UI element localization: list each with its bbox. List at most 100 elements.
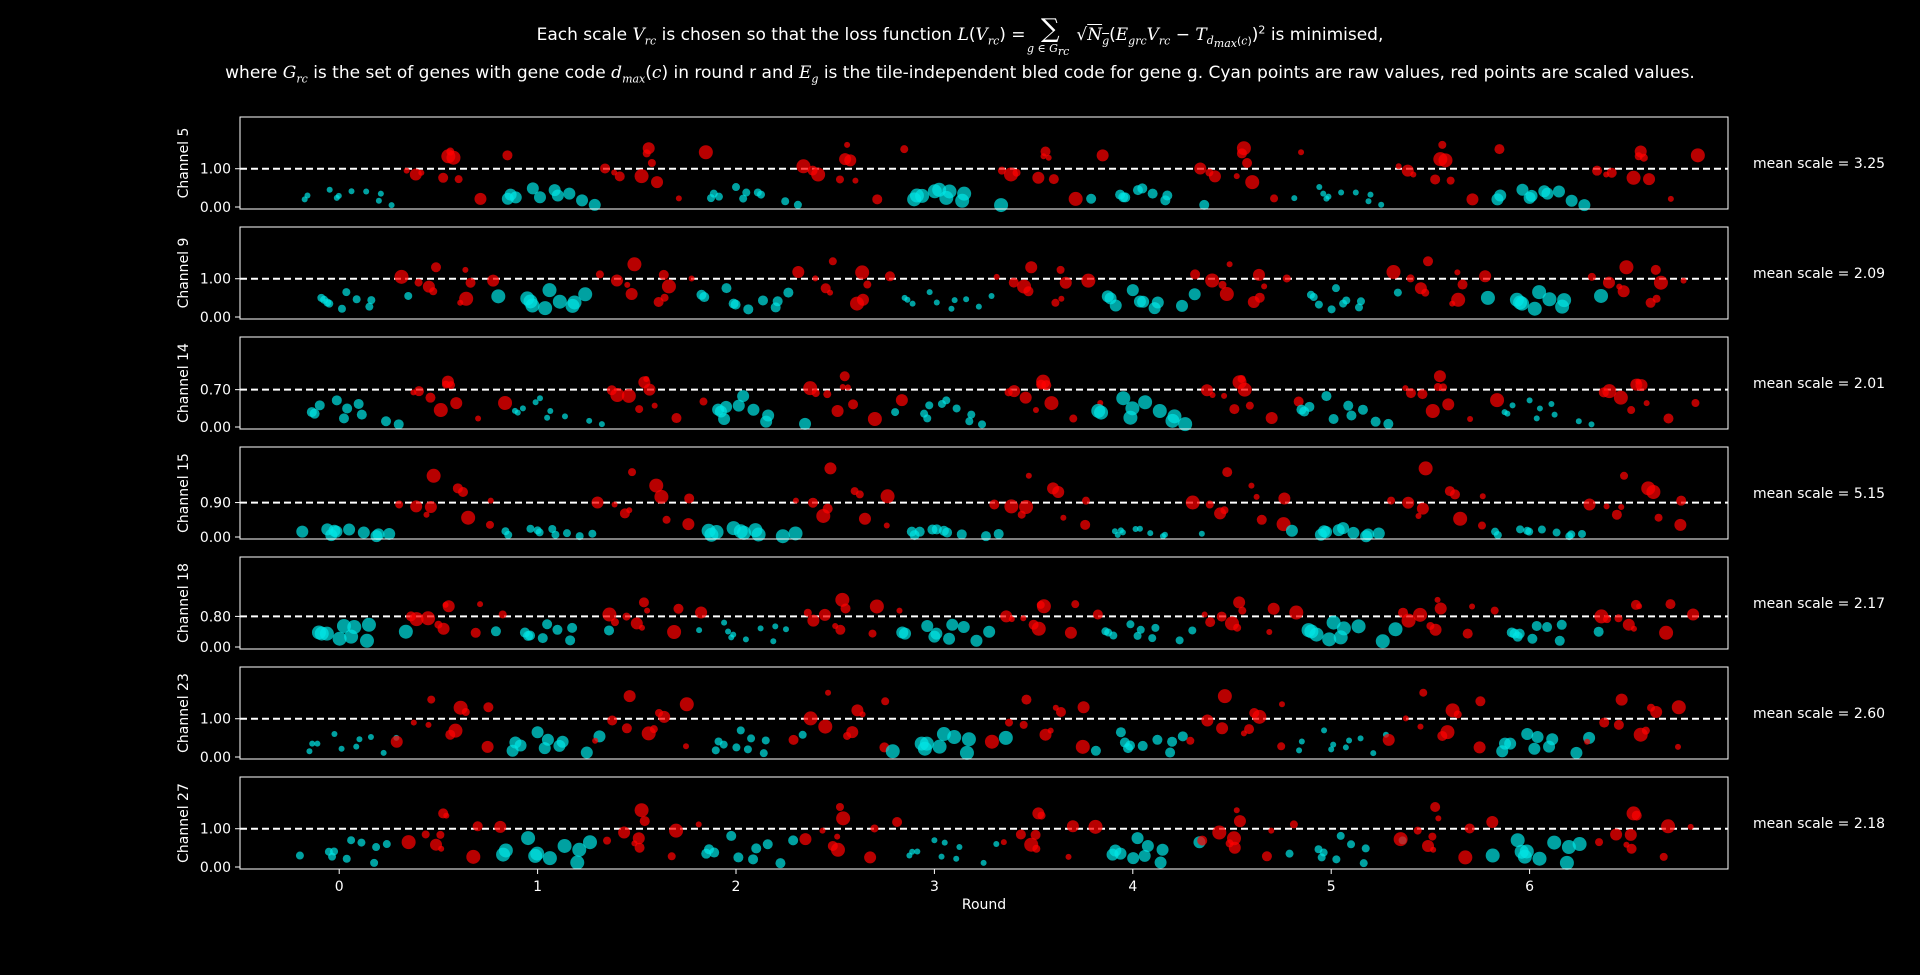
scaled-point: [1036, 379, 1047, 390]
scaled-point: [502, 150, 513, 161]
scaled-point: [1081, 496, 1090, 505]
scaled-point: [1032, 844, 1041, 853]
raw-point: [388, 202, 395, 209]
y-tick-label: 1.00: [200, 712, 231, 728]
scaled-point: [1479, 493, 1486, 500]
scaled-point: [442, 601, 449, 608]
raw-point: [730, 299, 741, 310]
raw-point: [1162, 190, 1173, 201]
scaled-point: [1077, 701, 1090, 714]
raw-point: [357, 838, 366, 847]
scaled-point: [863, 280, 872, 289]
scaled-point: [1473, 741, 1486, 754]
panel-frame: [239, 336, 1729, 430]
raw-point: [770, 638, 777, 645]
scaled-point: [1059, 276, 1072, 289]
raw-point: [1531, 731, 1544, 744]
scaled-point: [1446, 176, 1455, 185]
raw-point: [719, 740, 728, 749]
raw-point: [1132, 526, 1139, 533]
scaled-point: [1413, 826, 1422, 835]
raw-point: [377, 190, 384, 197]
scaled-point: [883, 522, 890, 529]
raw-point: [525, 298, 540, 313]
raw-point: [782, 626, 789, 633]
raw-point: [526, 182, 539, 195]
raw-point: [1109, 631, 1118, 640]
scaled-point: [1252, 268, 1265, 281]
raw-point: [567, 622, 578, 633]
raw-point: [761, 736, 770, 745]
raw-point: [1557, 293, 1572, 308]
raw-point: [736, 726, 745, 735]
panel-channel-14: 0.00 0.70 Channel 14 mean scale = 2.01: [176, 336, 1885, 436]
scaled-point: [1229, 404, 1240, 415]
raw-point: [1106, 848, 1119, 861]
x-tick-label: 0: [335, 879, 344, 895]
scaled-point: [1031, 621, 1046, 636]
scaled-point: [884, 271, 895, 282]
raw-point: [535, 528, 544, 537]
raw-point: [519, 405, 526, 412]
raw-point: [901, 294, 908, 301]
scaled-point: [1423, 256, 1434, 267]
raw-point: [885, 744, 900, 759]
scaled-point: [880, 489, 895, 504]
raw-point: [1347, 840, 1356, 849]
scaled-point: [803, 711, 818, 726]
raw-point: [544, 414, 551, 421]
raw-point: [1331, 284, 1340, 293]
scaled-point: [1265, 412, 1278, 425]
raw-point: [1176, 299, 1189, 312]
raw-point: [1561, 840, 1576, 855]
raw-point: [983, 625, 996, 638]
scaled-point: [1066, 820, 1079, 833]
scaled-point: [1216, 611, 1227, 622]
raw-point: [1533, 415, 1540, 422]
raw-point: [537, 633, 548, 644]
scaled-point: [1490, 606, 1499, 615]
scaled-point: [1219, 287, 1234, 302]
raw-point: [732, 183, 740, 192]
raw-point: [926, 289, 933, 296]
scaled-point: [844, 384, 851, 391]
scaled-point: [864, 851, 877, 864]
raw-point: [1285, 849, 1294, 858]
raw-point: [1372, 527, 1385, 540]
scaled-point: [1486, 816, 1499, 829]
scaled-point: [1458, 850, 1473, 865]
scaled-point: [1477, 521, 1486, 530]
raw-point: [1491, 527, 1500, 536]
raw-point: [296, 525, 309, 538]
scaled-point: [683, 743, 690, 750]
raw-point: [725, 628, 732, 635]
scaled-point: [1425, 404, 1440, 418]
scaled-point: [427, 695, 436, 704]
raw-point: [357, 526, 370, 539]
scaled-point: [1611, 509, 1622, 520]
raw-point: [1362, 528, 1375, 541]
scaled-point: [1626, 806, 1641, 821]
scaled-point: [835, 803, 844, 812]
scaled-point: [1212, 825, 1227, 840]
scaled-point: [1386, 265, 1401, 280]
raw-point: [1132, 185, 1143, 196]
raw-point: [1527, 301, 1542, 316]
scaled-point: [1228, 841, 1241, 854]
scaled-point: [1603, 171, 1610, 178]
scaled-point: [1201, 714, 1214, 727]
scaled-point: [900, 145, 909, 154]
scaled-point: [895, 394, 908, 407]
raw-point: [398, 624, 413, 639]
scaled-point: [1201, 384, 1214, 397]
scaled-point: [870, 824, 879, 833]
scaled-point: [1270, 194, 1279, 203]
raw-point: [532, 399, 539, 406]
raw-point: [552, 624, 563, 635]
raw-point: [1342, 744, 1349, 751]
scaled-point: [1643, 400, 1650, 407]
raw-point: [331, 731, 338, 738]
raw-point: [732, 399, 745, 412]
scaled-point: [409, 168, 422, 181]
raw-point: [381, 416, 392, 427]
